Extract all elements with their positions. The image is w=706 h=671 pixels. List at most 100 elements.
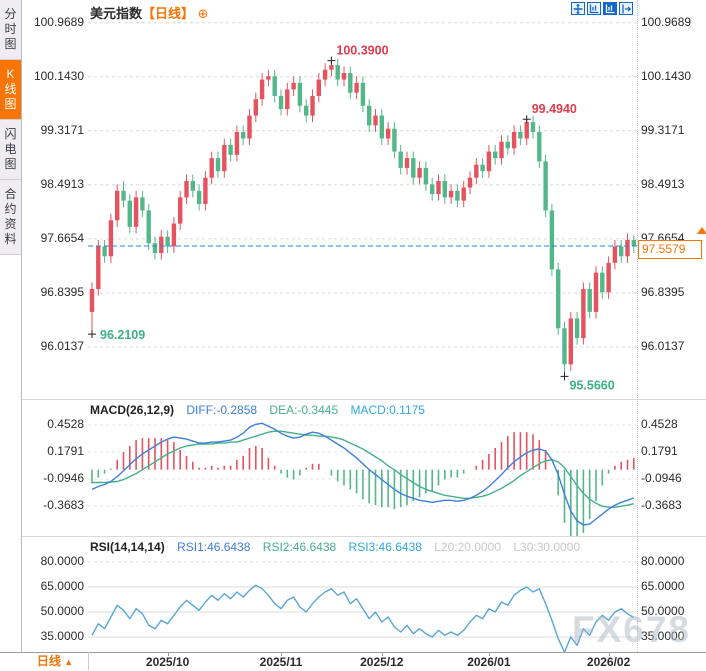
rsi-axis-label-left: 80.0000 xyxy=(40,554,84,568)
sidebar-tab-闪电图[interactable]: 闪电图 xyxy=(0,120,21,180)
extreme-annotation: 96.2109 xyxy=(100,328,145,342)
price-axis-label-right: 100.1430 xyxy=(641,68,692,83)
candle-body xyxy=(247,115,252,139)
rsi-axis-label-right: 35.0000 xyxy=(641,629,685,643)
candle-body xyxy=(417,167,422,178)
sidebar-tab-char: 约 xyxy=(4,202,17,216)
candle-body xyxy=(316,79,321,96)
extreme-marker-icon xyxy=(88,330,96,339)
exit-right-icon[interactable] xyxy=(619,2,633,15)
candle-body xyxy=(304,105,309,116)
candle-body xyxy=(140,197,145,211)
candle-body xyxy=(171,223,177,247)
rsi-axis-label-right: 50.0000 xyxy=(641,604,685,618)
crosshair-icon[interactable] xyxy=(571,2,585,15)
macd-axis-label-right: 0.4528 xyxy=(641,417,678,431)
macd-diff-value: DIFF:-0.2858 xyxy=(186,403,258,417)
candle-body xyxy=(203,177,208,204)
candle-body xyxy=(184,181,189,198)
candlestick-chart[interactable]: 100.3900 99.4940 96.2109 95.5660 xyxy=(88,0,637,399)
x-axis-tick xyxy=(608,652,610,656)
symbol-name: 美元指数 xyxy=(90,6,143,21)
extreme-marker-icon xyxy=(560,372,569,381)
macd-hist-value: MACD:0.1175 xyxy=(350,403,425,417)
rsi-l30-value: L30:30.0000 xyxy=(513,540,581,554)
scroll-to-latest-icon[interactable] xyxy=(697,227,706,234)
candle-body xyxy=(392,128,397,152)
price-axis-label-left: 100.9689 xyxy=(33,14,84,29)
candle-body xyxy=(600,272,605,293)
zoom-y-axis-icon[interactable] xyxy=(587,2,601,15)
candle-body xyxy=(190,181,195,191)
candle-body xyxy=(133,197,139,227)
candle-body xyxy=(625,239,630,257)
add-icon[interactable]: ⊕ xyxy=(197,6,209,21)
candle-body xyxy=(341,73,347,80)
sidebar-tab-分时图[interactable]: 分时图 xyxy=(0,0,21,60)
candle-body xyxy=(241,131,246,139)
candle-body xyxy=(612,246,618,263)
candle-body xyxy=(442,181,447,198)
x-axis-date-label: 2026/01 xyxy=(467,655,511,669)
x-axis-tick xyxy=(381,652,383,656)
price-axis-label-left: 96.0137 xyxy=(40,339,84,353)
macd-header: MACD(26,12,9) DIFF:-0.2858 DEA:-0.3445 M… xyxy=(90,403,434,417)
candle-body xyxy=(329,65,334,70)
candle-body xyxy=(385,128,391,139)
candle-body xyxy=(348,73,353,93)
x-axis-date-label: 2026/02 xyxy=(586,655,631,669)
candle-body xyxy=(127,200,132,227)
sidebar-tab-char: 图 xyxy=(4,157,17,171)
candle-body xyxy=(537,131,542,162)
candle-body xyxy=(373,115,378,126)
price-axis-label-left: 99.3171 xyxy=(40,122,84,137)
rsi-chart[interactable] xyxy=(88,553,637,652)
candle-body xyxy=(146,210,151,244)
current-price-tag: 97.5579 xyxy=(638,240,702,259)
candle-body xyxy=(549,210,555,270)
period-tag: 【日线】 xyxy=(142,6,195,21)
extreme-annotation: 100.3900 xyxy=(336,44,388,58)
extreme-marker-icon xyxy=(522,115,531,124)
price-axis-label-right: 96.0137 xyxy=(641,339,685,353)
candle-body xyxy=(581,289,586,339)
rsi-header: RSI(14,14,14) RSI1:46.6438 RSI2:46.6438 … xyxy=(90,540,589,554)
candle-body xyxy=(631,239,636,246)
macd-dea-value: DEA:-0.3445 xyxy=(269,403,339,417)
price-axis-label-left: 100.1430 xyxy=(33,68,84,83)
price-axis-label-right: 100.9689 xyxy=(641,14,692,29)
candle-body xyxy=(486,151,492,172)
candle-body xyxy=(404,158,410,168)
macd-name: MACD(26,12,9) xyxy=(90,403,175,417)
candle-body xyxy=(115,190,120,221)
candle-body xyxy=(159,236,164,254)
candle-body xyxy=(102,246,107,257)
rsi-axis-label-left: 50.0000 xyxy=(40,604,84,618)
sidebar-tab-合约资料[interactable]: 合约资料 xyxy=(0,180,21,255)
candle-body xyxy=(379,115,384,139)
candle-body xyxy=(499,141,504,159)
rsi-line xyxy=(91,584,635,652)
candle-body xyxy=(448,190,454,198)
x-axis-date-label: 2025/11 xyxy=(259,655,303,669)
page-title: 美元指数【日线】 ⊕ xyxy=(90,3,209,22)
macd-axis-label-left: -0.0946 xyxy=(43,471,84,485)
macd-axis-label-left: 0.4528 xyxy=(47,417,84,431)
sidebar-tab-char: 线 xyxy=(4,82,17,96)
candle-body xyxy=(530,122,536,132)
candle-body xyxy=(354,82,359,93)
candle-body xyxy=(556,269,561,329)
sidebar-tab-char: 闪 xyxy=(4,127,17,141)
candle-body xyxy=(455,190,460,201)
candle-body xyxy=(606,262,611,293)
macd-chart[interactable] xyxy=(88,405,637,536)
period-selector[interactable]: 日线 ▲ xyxy=(22,652,89,670)
rsi2-value: RSI2:46.6438 xyxy=(262,540,337,554)
x-axis-row xyxy=(0,652,706,671)
panel-separator xyxy=(22,536,706,537)
rsi-axis-label-right: 80.0000 xyxy=(641,554,685,568)
rsi-axis-label-left: 35.0000 xyxy=(40,629,84,643)
zoom-x-axis-icon[interactable] xyxy=(603,2,617,15)
